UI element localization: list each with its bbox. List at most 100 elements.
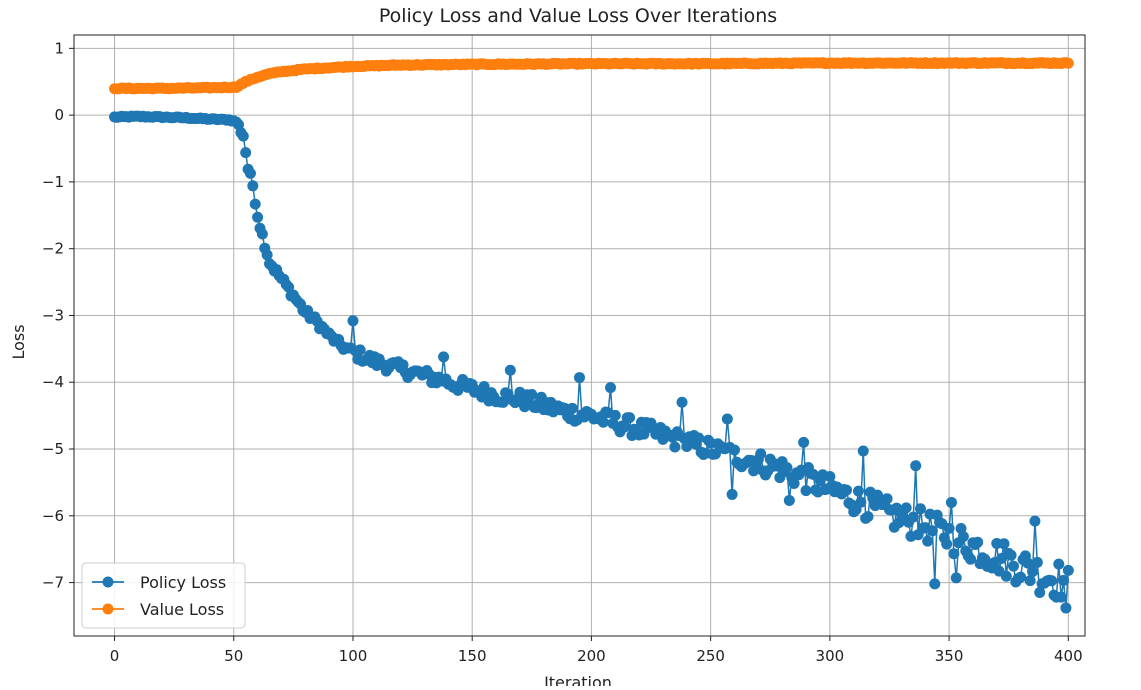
data-point [624,412,636,424]
data-point [998,538,1010,550]
data-point [857,445,869,457]
data-point [941,538,953,550]
data-point [574,372,585,384]
data-point [526,389,538,401]
data-point [841,484,853,496]
ticks: 0 50 100 150 200 250 300 350 400 1 0 −1 −2 −3 −4 −5 −6 −7 [42,39,1083,665]
data-point [1007,560,1019,572]
data-point [256,228,268,240]
data-point [244,167,256,179]
legend-label: Value Loss [140,600,224,619]
data-point [1031,556,1043,568]
series-layer [109,57,1074,614]
x-tick-label: 200 [577,647,606,665]
data-point [1005,549,1017,561]
data-point [676,396,688,408]
legend-box [81,562,246,629]
data-point [728,444,740,456]
data-point [354,344,366,356]
data-point [907,511,919,523]
plot-frame [73,34,1086,637]
data-point [605,382,616,394]
data-point [781,462,793,474]
data-point [965,553,977,565]
data-point [597,416,609,428]
data-point [566,402,578,414]
y-tick-label: 1 [54,39,64,57]
data-point [669,441,681,453]
data-point [910,460,922,472]
y-tick-label: −2 [42,240,64,258]
data-point [721,413,733,425]
data-point [1060,602,1072,614]
data-point [824,471,836,482]
data-point [900,502,912,514]
data-point [807,468,819,480]
data-point [1055,591,1067,603]
y-tick-label: −7 [42,574,64,592]
data-point [755,448,767,460]
data-point [945,496,957,508]
data-point [881,493,893,505]
legend: Policy Loss Value Loss [81,562,246,629]
legend-marker [102,603,114,615]
data-point [800,485,812,497]
data-point [922,535,934,547]
y-tick-label: 0 [54,106,64,124]
data-point [237,130,249,142]
data-point [1034,586,1046,598]
data-point [1000,570,1012,582]
series-policy-loss [109,110,1074,614]
data-point [347,315,359,327]
legend-marker [102,576,114,588]
data-point [249,198,261,210]
data-point [693,432,705,444]
data-point [926,525,938,537]
data-point [497,396,509,408]
data-point [1062,57,1074,69]
data-point [957,531,969,543]
data-point [783,494,795,506]
data-point [504,364,516,376]
x-tick-label: 300 [816,647,845,665]
data-point [619,421,631,433]
x-tick-label: 350 [935,647,964,665]
data-point [438,351,450,363]
data-point [948,548,960,560]
data-point [1062,564,1074,576]
data-point [1015,571,1027,583]
data-point [478,380,490,392]
x-tick-label: 50 [224,647,243,665]
data-point [1022,557,1034,569]
data-point [1027,566,1039,578]
data-point [1024,575,1036,587]
data-point [950,572,962,584]
series-value-loss [109,57,1074,95]
x-tick-label: 0 [110,647,120,665]
y-tick-label: −5 [42,440,64,458]
y-tick-label: −6 [42,507,64,525]
x-tick-label: 150 [458,647,487,665]
data-point [929,578,941,590]
data-point [798,436,810,448]
data-point [862,511,874,523]
legend-label: Policy Loss [140,573,226,592]
data-point [914,503,926,515]
data-point [1053,558,1065,570]
x-tick-label: 100 [339,647,368,665]
data-point [1058,574,1070,586]
y-tick-label: −4 [42,373,64,391]
data-point [261,249,273,261]
data-point [247,180,259,192]
data-point [788,478,800,490]
data-point [609,409,621,421]
data-point [1029,515,1041,527]
x-tick-label: 400 [1054,647,1083,665]
data-point [726,488,738,500]
data-point [972,536,984,548]
y-tick-label: −1 [42,173,64,191]
data-point [252,211,264,223]
data-point [855,496,867,508]
